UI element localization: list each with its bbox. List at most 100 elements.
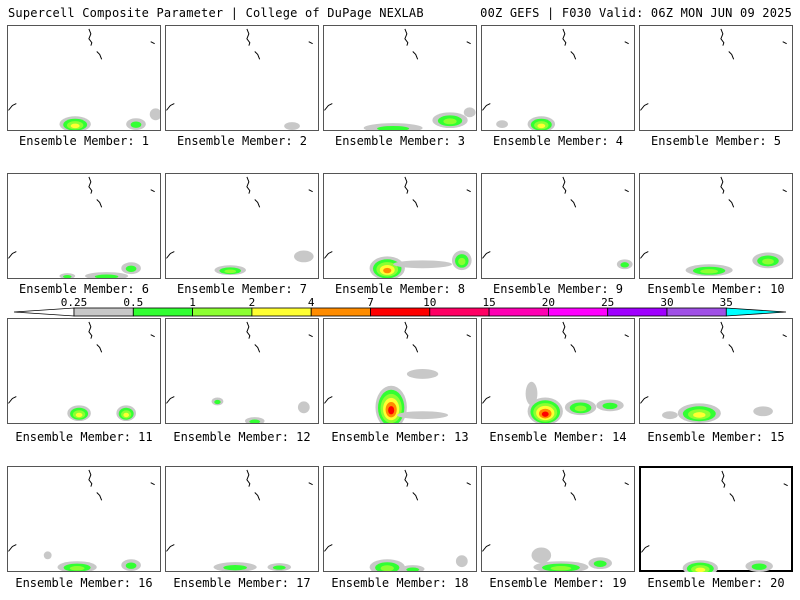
- ensemble-member-label: Ensemble Member: 18: [331, 576, 469, 590]
- scp-contour: [294, 250, 314, 263]
- ensemble-member-map[interactable]: [7, 173, 161, 279]
- coastline: [254, 199, 261, 208]
- scp-contour: [531, 547, 552, 564]
- scp-contour: [620, 262, 629, 268]
- scp-contour: [602, 402, 618, 410]
- coastline: [570, 51, 577, 60]
- coastline: [412, 51, 419, 60]
- coastline: [88, 28, 93, 46]
- scp-contour: [377, 125, 410, 130]
- ensemble-member-map[interactable]: [639, 25, 793, 131]
- coastline: [324, 396, 333, 404]
- ensemble-member-map[interactable]: [165, 173, 319, 279]
- forecast-map: [8, 176, 155, 278]
- ensemble-member-map[interactable]: [7, 25, 161, 131]
- coastline: [96, 492, 103, 501]
- coastline: [150, 482, 155, 486]
- coastline: [482, 544, 491, 552]
- forecast-map: [482, 469, 629, 571]
- scp-contour: [463, 107, 476, 118]
- ensemble-member-map[interactable]: [323, 173, 477, 279]
- ensemble-member-map[interactable]: [481, 318, 635, 424]
- colorbar-segment: [192, 307, 253, 317]
- scp-contour: [125, 265, 137, 272]
- coastline: [96, 51, 103, 60]
- coastline: [412, 492, 419, 501]
- ensemble-member-map[interactable]: [639, 466, 793, 572]
- ensemble-member-map[interactable]: [639, 173, 793, 279]
- ensemble-member-label: Ensemble Member: 10: [647, 282, 785, 296]
- coastline: [728, 199, 735, 208]
- forecast-map: [166, 176, 314, 276]
- ensemble-member-map[interactable]: [323, 25, 477, 131]
- ensemble-member-map[interactable]: [481, 173, 635, 279]
- coastline: [324, 103, 333, 111]
- coastline: [8, 544, 17, 552]
- ensemble-member-map[interactable]: [481, 25, 635, 131]
- coastline: [482, 251, 491, 259]
- coastline: [166, 396, 175, 404]
- scp-contour: [223, 564, 247, 571]
- scp-contour: [455, 555, 468, 568]
- scp-contour: [406, 567, 420, 571]
- ensemble-member-label: Ensemble Member: 3: [334, 134, 466, 148]
- ensemble-member-map[interactable]: [165, 466, 319, 572]
- forecast-map: [324, 28, 476, 130]
- coastline: [640, 103, 649, 111]
- colorbar-tick-label: 0.25: [61, 296, 88, 309]
- coastline: [720, 28, 725, 46]
- ensemble-member-map[interactable]: [7, 318, 161, 424]
- ensemble-member-map[interactable]: [481, 466, 635, 572]
- scp-contour: [297, 401, 310, 414]
- scp-contour: [700, 269, 718, 274]
- colorbar-tick-label: 0.5: [123, 296, 143, 309]
- coastline: [482, 103, 491, 111]
- coastline: [721, 470, 726, 488]
- scp-contour: [249, 419, 261, 423]
- coastline: [570, 199, 577, 208]
- colorbar-segment: [251, 307, 312, 317]
- scp-contour: [541, 411, 549, 417]
- coastline: [641, 545, 650, 553]
- coastline: [88, 321, 93, 339]
- forecast-map: [324, 469, 471, 571]
- colorbar-right-arrow: [725, 307, 787, 317]
- ensemble-member-label: Ensemble Member: 2: [176, 134, 308, 148]
- ensemble-member-map[interactable]: [323, 466, 477, 572]
- coastline: [150, 189, 155, 193]
- coastline: [96, 344, 103, 353]
- colorbar-segment: [132, 307, 194, 317]
- colorbar-tick-label: 2: [249, 296, 256, 309]
- ensemble-member-map[interactable]: [165, 25, 319, 131]
- coastline: [246, 469, 251, 487]
- coastline: [782, 334, 787, 338]
- ensemble-member-map[interactable]: [7, 466, 161, 572]
- scp-contour: [693, 412, 706, 418]
- ensemble-member-map[interactable]: [639, 318, 793, 424]
- coastline: [624, 334, 629, 338]
- scp-contour: [380, 565, 394, 571]
- scp-contour: [75, 412, 83, 418]
- coastline: [324, 544, 333, 552]
- coastline: [404, 469, 409, 487]
- forecast-map: [8, 28, 160, 130]
- coastline: [562, 176, 567, 194]
- scp-contour: [69, 566, 85, 571]
- forecast-map: [482, 176, 633, 270]
- ensemble-member-label: Ensemble Member: 6: [18, 282, 150, 296]
- scp-contour: [383, 267, 392, 274]
- coastline: [166, 251, 175, 259]
- ensemble-member-label: Ensemble Member: 19: [489, 576, 627, 590]
- scp-contour: [214, 399, 221, 405]
- scp-contour: [393, 260, 452, 269]
- scp-contour: [43, 551, 52, 560]
- scp-contour: [443, 118, 457, 125]
- coastline: [324, 251, 333, 259]
- scp-contour: [753, 406, 773, 417]
- forecast-map: [8, 321, 155, 422]
- ensemble-member-label: Ensemble Member: 1: [18, 134, 150, 148]
- ensemble-member-map[interactable]: [165, 318, 319, 424]
- forecast-map: [641, 470, 788, 572]
- ensemble-member-map[interactable]: [323, 318, 477, 424]
- coastline: [8, 103, 17, 111]
